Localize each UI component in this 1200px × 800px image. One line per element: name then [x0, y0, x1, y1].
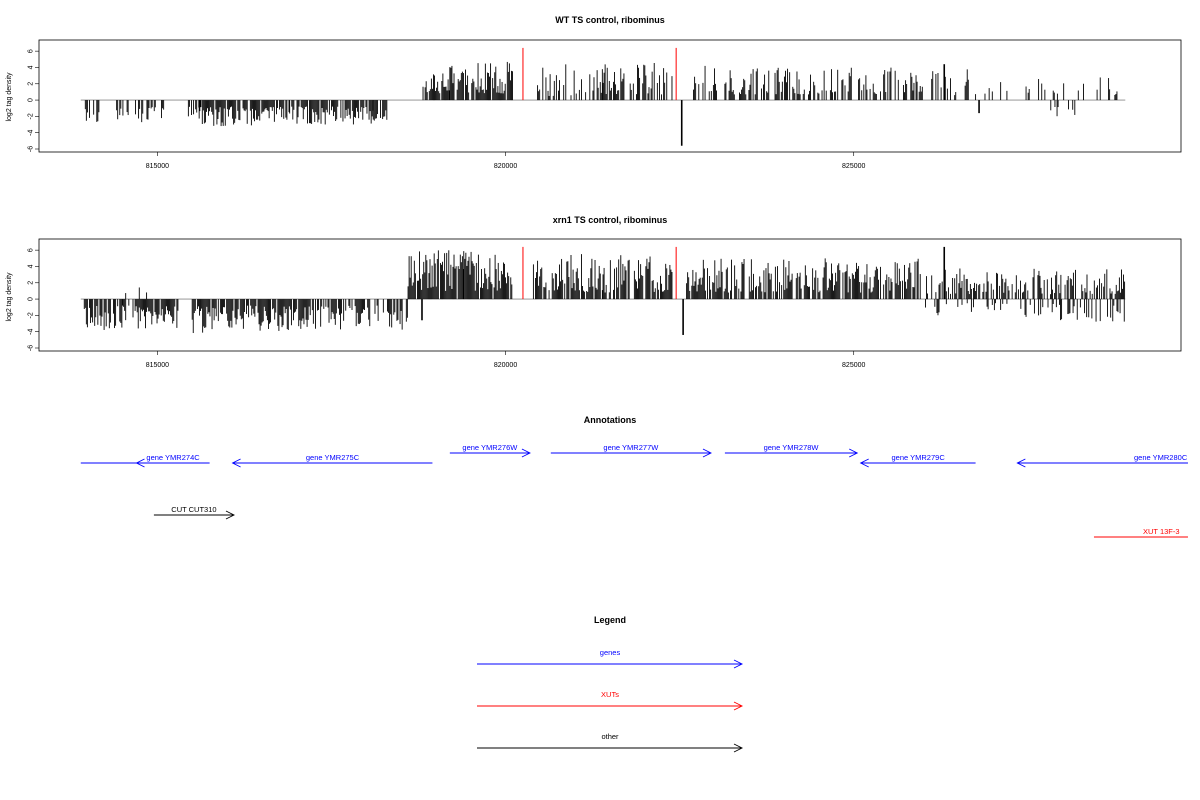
xrn1-y-tick-label: 0: [28, 297, 35, 301]
wt-y-tick-label: 6: [28, 49, 35, 53]
legend-other-label: other: [601, 732, 619, 741]
legend-XUTs-label: XUTs: [601, 690, 619, 699]
wt-y-tick-label: 4: [28, 65, 35, 69]
annotation-arrowhead: [859, 458, 869, 468]
annotation-label: CUT CUT310: [171, 505, 216, 514]
xrn1-y-tick-label: 4: [28, 264, 35, 268]
annotation-label: XUT 13F-3: [1143, 527, 1180, 536]
xrn1-panel-title: xrn1 TS control, ribominus: [553, 215, 668, 225]
wt-plot-frame: [38, 39, 1182, 153]
annotation-arrowhead: [225, 510, 235, 520]
annotation-label: gene YMR279C: [892, 453, 946, 462]
xrn1-x-tick-label: 825000: [842, 362, 865, 369]
wt-y-tick-label: -2: [28, 113, 35, 119]
annotation-label: gene YMR275C: [306, 453, 360, 462]
annotations-title: Annotations: [584, 415, 637, 425]
wt-coverage-panel: WT TS control, ribominus log2 tag densit…: [6, 15, 1182, 170]
xrn1-plot-frame: [38, 238, 1182, 352]
annotation-arrowhead: [702, 448, 712, 458]
xrn1-x-tick-label: 815000: [146, 362, 169, 369]
xrn1-y-tick-label: -4: [28, 328, 35, 334]
wt-y-tick-label: 0: [28, 98, 35, 102]
annotation-arrowhead: [521, 448, 531, 458]
wt-x-tick-label: 815000: [146, 163, 169, 170]
xrn1-y-tick-label: 2: [28, 281, 35, 285]
annotation-arrowhead: [135, 458, 145, 468]
wt-panel-title: WT TS control, ribominus: [555, 15, 665, 25]
legend: Legend genes XUTs other: [477, 615, 744, 753]
legend-other-arrowhead: [733, 743, 744, 753]
xrn1-y-tick-label: -2: [28, 312, 35, 318]
wt-y-tick-label: 2: [28, 82, 35, 86]
xrn1-y-tick-label: 6: [28, 248, 35, 252]
wt-x-tick-label: 820000: [494, 163, 517, 170]
annotation-label: gene YMR278W: [764, 443, 820, 452]
xrn1-y-tick-label: -6: [28, 345, 35, 351]
legend-title: Legend: [594, 615, 626, 625]
annotation-arrowhead: [231, 458, 241, 468]
wt-y-axis-label: log2 tag density: [6, 72, 13, 122]
annotation-arrowhead: [1016, 458, 1026, 468]
annotation-label: gene YMR274C: [146, 453, 200, 462]
legend-genes-arrowhead: [733, 659, 744, 669]
xrn1-coverage-panel: xrn1 TS control, ribominus log2 tag dens…: [6, 215, 1182, 369]
xrn1-x-tick-label: 820000: [494, 362, 517, 369]
wt-y-tick-label: -6: [28, 146, 35, 152]
legend-genes-label: genes: [600, 648, 621, 657]
wt-y-tick-label: -4: [28, 129, 35, 135]
xrn1-y-axis-label: log2 tag density: [6, 272, 13, 322]
annotation-label: gene YMR276W: [462, 443, 518, 452]
annotations-track: Annotations gene YMR274C gene YMR275C gene…: [80, 415, 1188, 538]
legend-XUTs-arrowhead: [733, 701, 744, 711]
wt-x-tick-label: 825000: [842, 163, 865, 170]
annotation-label: gene YMR277W: [603, 443, 659, 452]
annotation-arrowhead: [848, 448, 859, 458]
annotation-label: gene YMR280C: [1134, 453, 1188, 462]
